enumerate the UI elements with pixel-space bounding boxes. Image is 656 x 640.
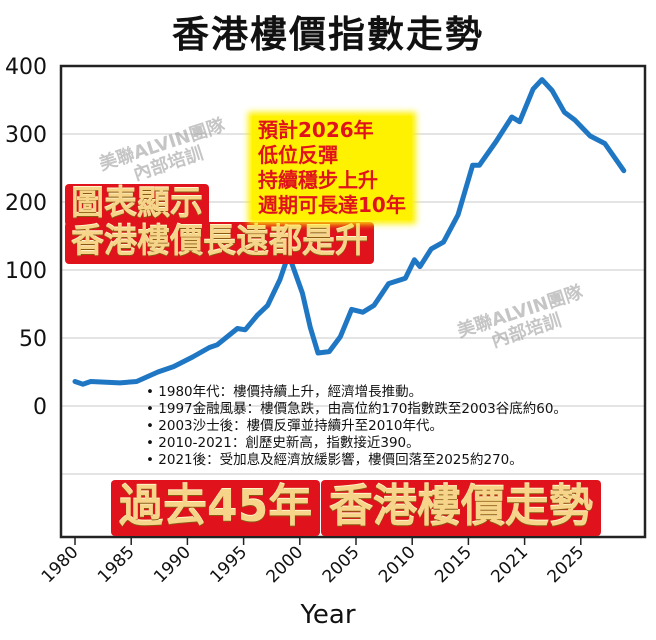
x-tick-label: 1985: [94, 542, 139, 587]
callout-long-term-rise: 香港樓價長遠都是升: [65, 222, 374, 264]
note-item: • 2003沙士後：樓價反彈並持續升至2010年代。: [146, 418, 443, 434]
x-tick-label: 1990: [150, 542, 195, 587]
x-tick-label: 1995: [206, 542, 251, 587]
x-tick-label: 2000: [263, 542, 308, 587]
banner-past-45-years: 過去45年: [111, 480, 321, 536]
x-tick-label: 2015: [431, 542, 476, 587]
callout-chart-shows: 圖表顯示: [65, 184, 209, 226]
x-tick-label: 2005: [319, 542, 364, 587]
y-tick-label: 100: [5, 259, 47, 284]
x-tick-label: 2021: [487, 542, 532, 587]
note-item: • 2021後：受加息及經濟放緩影響，樓價回落至2025約270。: [146, 452, 523, 468]
y-tick-label: 200: [5, 191, 47, 216]
notes-list: • 1980年代：樓價持續上升，經濟增長推動。 • 1997金融風暴：樓價急跌，…: [146, 384, 567, 469]
y-tick-label: 0: [33, 395, 47, 420]
series-line: [72, 77, 627, 387]
forecast-line: 低位反彈: [258, 143, 338, 167]
banner-hk-price-trend: 香港樓價走勢: [321, 480, 601, 536]
x-axis-label: Year: [300, 600, 356, 630]
forecast-line: 持續穩步上升: [258, 168, 378, 192]
x-tick-label: 2025: [544, 542, 589, 587]
x-tick-label: 2010: [375, 542, 420, 587]
forecast-line: 週期可長達10年: [258, 193, 406, 217]
x-tick-label: 1980: [38, 542, 83, 587]
plot-frame: [59, 64, 647, 539]
note-item: • 2010-2021：創歷史新高，指數接近390。: [146, 435, 420, 451]
chart-title: 香港樓價指數走勢: [172, 13, 484, 56]
forecast-callout: 預計2026年 低位反彈 持續穩步上升 週期可長達10年: [252, 116, 412, 220]
note-item: • 1997金融風暴：樓價急跌，由高位約170指數跌至2003谷底約60。: [146, 401, 567, 417]
y-tick-label: 300: [5, 123, 47, 148]
y-tick-label: 50: [19, 327, 47, 352]
y-tick-label: 400: [5, 55, 47, 80]
note-item: • 1980年代：樓價持續上升，經濟增長推動。: [146, 384, 423, 400]
forecast-line: 預計2026年: [258, 118, 374, 142]
